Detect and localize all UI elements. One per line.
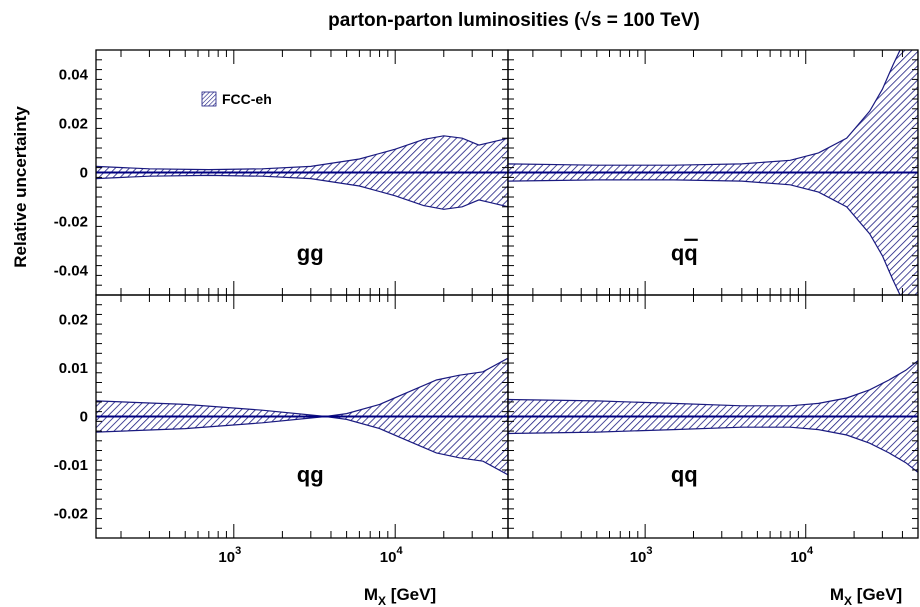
process-label-text: qq — [671, 462, 698, 487]
process-label-text: gg — [297, 241, 324, 266]
x-tick-label: 104 — [790, 545, 814, 566]
x-tick-exponent: 3 — [646, 545, 652, 557]
panel-gg: -0.04 -0.02 0 0.02 0.04 gg FCC-eh — [54, 49, 509, 296]
legend-swatch — [201, 91, 217, 107]
y-tick-label: -0.02 — [54, 506, 88, 523]
x-tick-label: 103 — [218, 545, 241, 566]
panel-qqbar: qq — [507, 49, 919, 296]
panels: -0.04 -0.02 0 0.02 0.04 gg FCC-eh qq -0.02 -0.01 0… — [54, 49, 919, 566]
x-tick-label: 103 — [630, 545, 653, 566]
chart-title: parton-parton luminosities (√s = 100 TeV… — [328, 10, 700, 31]
y-tick-label: 0 — [80, 409, 88, 426]
y-tick-label: 0.02 — [59, 311, 88, 328]
process-label-text: qg — [297, 462, 324, 487]
process-label-text: q — [671, 241, 684, 266]
y-tick-label: 0 — [80, 165, 88, 182]
y-tick-label: -0.02 — [54, 214, 88, 231]
x-tick-base: 10 — [790, 549, 807, 566]
x-axis-label-right: MX [GeV] — [830, 585, 902, 607]
y-tick-label: -0.04 — [54, 263, 89, 280]
y-tick-label: 0.04 — [59, 67, 89, 84]
x-tick-base: 10 — [218, 549, 235, 566]
x-axis-label-left: MX [GeV] — [364, 585, 436, 607]
x-tick-base: 10 — [630, 549, 647, 566]
x-tick-exponent: 4 — [396, 545, 403, 557]
process-label-qg: qg — [297, 462, 324, 487]
y-axis-label: Relative uncertainty — [11, 106, 30, 268]
process-label-qqbar: qq — [671, 241, 698, 266]
process-label-gg: gg — [297, 241, 324, 266]
x-tick-exponent: 3 — [235, 545, 241, 557]
legend-label: FCC-eh — [222, 91, 272, 107]
process-label-qq: qq — [671, 462, 698, 487]
x-tick-exponent: 4 — [807, 545, 814, 557]
x-tick-label: 104 — [380, 545, 404, 566]
y-tick-label: 0.02 — [59, 116, 88, 133]
process-label-antiquark: q — [684, 241, 697, 266]
x-tick-base: 10 — [380, 549, 397, 566]
y-tick-label: -0.01 — [54, 457, 88, 474]
y-tick-label: 0.01 — [59, 360, 88, 377]
frame-qq — [507, 294, 919, 539]
